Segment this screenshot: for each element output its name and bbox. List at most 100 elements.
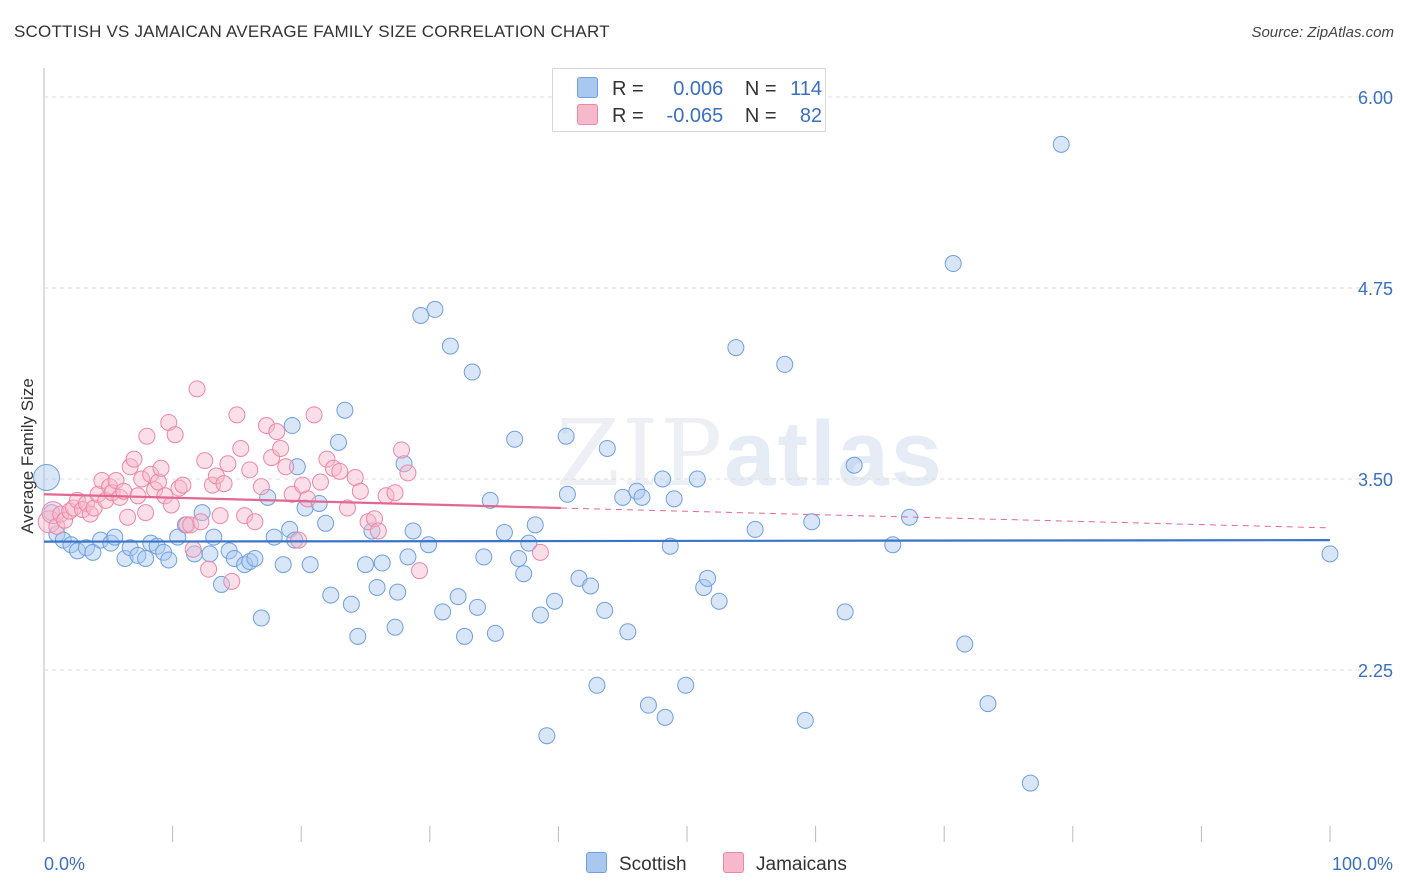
point-scottish (274, 556, 292, 574)
legend-n-label: N = (744, 105, 777, 127)
point-scottish (845, 456, 863, 474)
point-scottish (301, 556, 319, 574)
point-scottish (776, 355, 794, 373)
point-jamaican (200, 560, 218, 578)
point-scottish (582, 577, 600, 595)
point-jamaican (215, 475, 233, 493)
bottom-legend-jamaicans: Jamaicans (723, 852, 847, 876)
bottom-legend-scottish: Scottish (586, 852, 687, 876)
point-jamaican (331, 462, 349, 480)
point-scottish (639, 696, 657, 714)
y-tick-label: 4.75 (1358, 279, 1393, 299)
point-scottish (322, 586, 340, 604)
point-scottish (357, 556, 374, 574)
point-scottish (633, 488, 651, 506)
point-scottish (956, 635, 974, 653)
point-jamaican (188, 380, 206, 398)
point-jamaican (166, 426, 184, 444)
point-jamaican (299, 490, 317, 508)
point-scottish (538, 727, 556, 745)
point-scottish (201, 545, 219, 563)
point-jamaican (386, 484, 404, 502)
watermark-atlas: atlas (724, 403, 944, 505)
point-jamaican (223, 572, 241, 590)
point-scottish (412, 307, 430, 325)
bottom-legend-swatch-scottish (586, 852, 607, 873)
point-scottish (286, 531, 304, 549)
point-jamaican (133, 470, 151, 488)
point-jamaican (236, 507, 254, 525)
point-scottish (510, 549, 528, 567)
point-scottish (399, 548, 417, 566)
point-scottish (546, 592, 564, 610)
point-jamaican (252, 478, 270, 496)
point-scottish (803, 513, 821, 531)
legend-row-jamaicans: R = -0.065 N = 82 (577, 104, 822, 127)
point-scottish (212, 575, 230, 593)
point-scottish (386, 618, 404, 636)
point-jamaican (257, 417, 275, 435)
point-jamaican (152, 459, 170, 477)
point-scottish (92, 531, 110, 549)
point-scottish (205, 528, 223, 546)
point-scottish (495, 523, 513, 541)
point-scottish (441, 337, 459, 355)
point-scottish (531, 606, 549, 624)
source-credit: Source: ZipAtlas.com (1251, 24, 1394, 41)
point-scottish (349, 627, 367, 645)
point-scottish (727, 339, 745, 357)
point-scottish (389, 583, 407, 601)
point-jamaican (68, 491, 86, 509)
trend-line-extension-jamaican (560, 507, 1331, 529)
point-scottish (695, 578, 713, 596)
point-jamaican (232, 439, 250, 457)
point-jamaican (268, 423, 286, 441)
point-scottish (515, 565, 533, 583)
point-scottish (329, 433, 347, 451)
point-scottish (236, 556, 254, 574)
trend-line-jamaican (43, 493, 562, 510)
point-scottish (884, 536, 902, 554)
point-scottish (699, 569, 717, 587)
point-jamaican (65, 499, 83, 517)
point-scottish (252, 609, 270, 627)
legend-r-label: R = (612, 78, 644, 100)
point-scottish (486, 624, 504, 642)
point-jamaican (290, 531, 308, 549)
point-jamaican (56, 511, 74, 529)
point-scottish (426, 300, 444, 318)
point-scottish (944, 255, 962, 273)
point-jamaican (263, 449, 281, 467)
bottom-legend-label: Scottish (619, 854, 687, 875)
point-scottish (656, 708, 674, 726)
point-scottish (336, 401, 354, 419)
point-scottish (481, 491, 499, 509)
point-jamaican (393, 441, 411, 459)
legend-r-value: 0.006 (673, 78, 724, 100)
point-jamaican (178, 516, 196, 534)
point-scottish (596, 601, 614, 619)
point-scottish (665, 490, 683, 508)
point-scottish (33, 463, 61, 491)
y-tick-label: 2.25 (1358, 661, 1393, 681)
point-scottish (468, 598, 486, 616)
legend-swatch-scottish (577, 77, 598, 98)
point-scottish (246, 549, 264, 567)
watermark: ZIPatlas (556, 400, 944, 507)
point-jamaican (219, 455, 237, 473)
point-jamaican (211, 507, 229, 525)
point-scottish (1052, 135, 1070, 153)
point-scottish (598, 439, 616, 457)
point-scottish (463, 363, 481, 381)
point-scottish (137, 549, 155, 567)
point-scottish (654, 470, 672, 488)
point-scottish (688, 470, 706, 488)
legend-r-value: -0.065 (666, 105, 724, 127)
point-jamaican (119, 508, 137, 526)
x-tick-label: 100.0% (1332, 854, 1393, 874)
point-scottish (420, 536, 438, 554)
point-scottish (84, 543, 102, 561)
point-scottish (434, 603, 452, 621)
point-scottish (265, 528, 283, 546)
